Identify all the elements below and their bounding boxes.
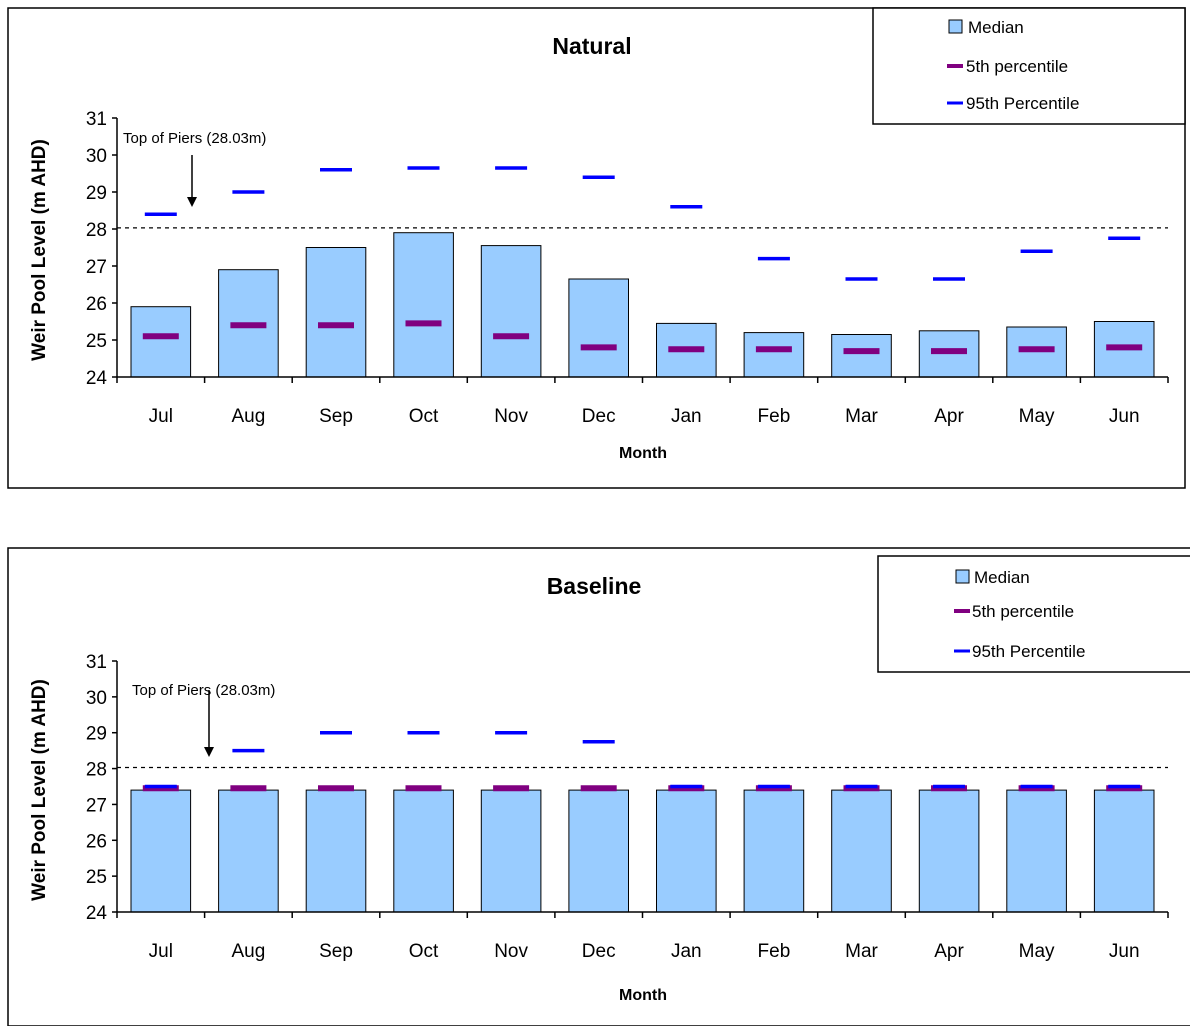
x-tick-label: May [1019, 941, 1055, 962]
median-bar [305, 247, 367, 378]
y-tick-label: 24 [86, 368, 108, 389]
median-bar [393, 789, 454, 913]
x-tick-label: Aug [231, 941, 265, 962]
median-bar [305, 789, 367, 913]
median-bar [130, 306, 192, 378]
baseline-chart: Baseline Weir Pool Level (m AHD) Month 2… [7, 547, 1190, 1026]
x-tick-label: Mar [845, 406, 878, 427]
legend-label-p95: 95th Percentile [966, 94, 1079, 113]
legend-label-p5: 5th percentile [972, 602, 1074, 621]
median-bar [831, 789, 892, 913]
median-bar [918, 789, 980, 913]
reference-line-label: Top of Piers (28.03m) [132, 682, 275, 699]
y-tick-label: 29 [86, 183, 107, 204]
y-axis-title: Weir Pool Level (m AHD) [29, 139, 50, 361]
median-bar [480, 789, 542, 913]
x-tick-label: Feb [758, 406, 791, 427]
y-tick-label: 31 [86, 652, 107, 673]
x-tick-label: Dec [582, 406, 616, 427]
x-tick-label: Sep [319, 406, 353, 427]
median-bar [568, 789, 630, 913]
x-tick-label: Nov [494, 406, 528, 427]
median-bar [1006, 789, 1067, 913]
y-tick-label: 26 [86, 294, 107, 315]
reference-line-label: Top of Piers (28.03m) [123, 130, 266, 147]
x-tick-label: Jul [149, 406, 173, 427]
legend: Median 5th percentile 95th Percentile [872, 7, 1186, 125]
annotation-arrow-head [204, 747, 214, 757]
x-tick-label: Jun [1109, 406, 1140, 427]
x-tick-label: Sep [319, 941, 353, 962]
y-tick-label: 30 [86, 688, 107, 709]
median-bar [480, 245, 542, 378]
median-bar [743, 789, 805, 913]
median-bar [130, 789, 192, 913]
y-tick-label: 28 [86, 220, 107, 241]
x-tick-label: Nov [494, 941, 528, 962]
natural-chart: Natural Weir Pool Level (m AHD) Month 24… [7, 7, 1186, 489]
x-tick-label: May [1019, 406, 1055, 427]
chart-title: Natural [552, 33, 631, 59]
legend-label-p95: 95th Percentile [972, 642, 1085, 661]
legend-label-median: Median [974, 568, 1030, 587]
x-tick-label: Oct [409, 941, 439, 962]
x-tick-label: Jun [1109, 941, 1140, 962]
y-tick-label: 30 [86, 146, 107, 167]
y-tick-label: 27 [86, 795, 107, 816]
legend-label-median: Median [968, 18, 1024, 37]
legend-box [872, 7, 1186, 125]
y-tick-label: 31 [86, 109, 107, 130]
chart-title: Baseline [547, 573, 642, 599]
plot-area: 24 25 26 27 28 29 30 31 Jul Aug Sep Oct Nov Dec Jan Feb… [86, 652, 1169, 962]
x-tick-label: Mar [845, 941, 878, 962]
x-tick-label: Jul [149, 941, 173, 962]
median-bar [656, 322, 717, 378]
y-tick-label: 25 [86, 331, 107, 352]
median-bar [831, 334, 892, 378]
plot-area: 24 25 26 27 28 29 30 31 Jul Aug Sep Oct Nov Dec Jan Feb… [86, 109, 1169, 427]
x-tick-label: Feb [758, 941, 791, 962]
median-bar [218, 789, 279, 913]
x-axis-title: Month [619, 445, 667, 462]
x-tick-label: Oct [409, 406, 439, 427]
y-tick-label: 28 [86, 760, 107, 781]
y-tick-label: 25 [86, 867, 107, 888]
median-bar [1093, 789, 1155, 913]
y-tick-label: 26 [86, 831, 107, 852]
y-tick-label: 29 [86, 724, 107, 745]
median-bar [568, 278, 630, 378]
legend-box [877, 555, 1190, 673]
legend-label-p5: 5th percentile [966, 57, 1068, 76]
x-tick-label: Jan [671, 406, 702, 427]
median-bar [656, 789, 717, 913]
annotation-arrow-head [187, 197, 197, 207]
y-tick-label: 27 [86, 257, 107, 278]
x-tick-label: Apr [934, 406, 964, 427]
x-tick-label: Apr [934, 941, 964, 962]
legend: Median 5th percentile 95th Percentile [877, 555, 1190, 673]
x-axis-title: Month [619, 987, 667, 1004]
y-axis-title: Weir Pool Level (m AHD) [29, 679, 50, 901]
legend-swatch-median [948, 19, 963, 34]
median-bar [393, 232, 454, 378]
x-tick-label: Jan [671, 941, 702, 962]
x-tick-label: Dec [582, 941, 616, 962]
x-tick-label: Aug [231, 406, 265, 427]
legend-swatch-median [955, 569, 970, 584]
median-bar [743, 332, 805, 378]
y-tick-label: 24 [86, 903, 108, 924]
